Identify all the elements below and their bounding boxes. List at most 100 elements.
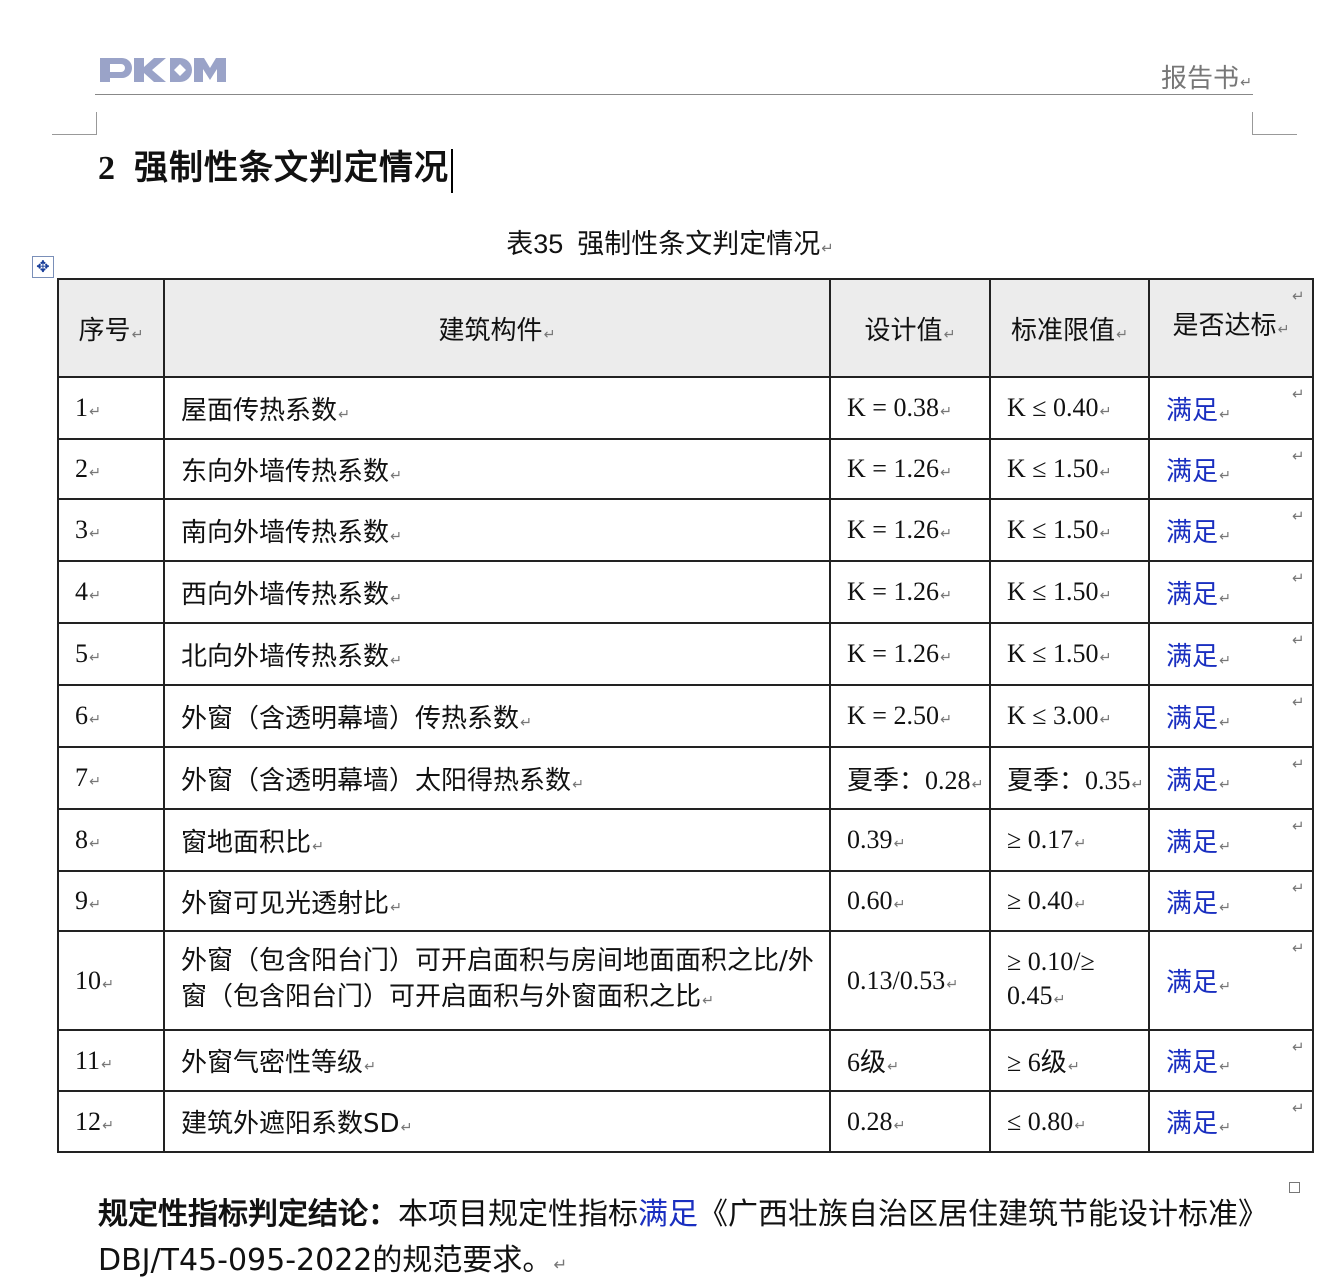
cell-design-value: 0.28 bbox=[829, 1090, 991, 1153]
table-row: 10外窗（包含阳台门）可开启面积与房间地面面积之比/外窗（包含阳台门）可开启面积… bbox=[57, 930, 1314, 1031]
cell-compliance: 满足 bbox=[1148, 376, 1314, 440]
conclusion-label: 规定性指标判定结论： bbox=[98, 1197, 398, 1232]
cell-design-value: 0.39 bbox=[829, 808, 991, 872]
cell-design-value: K = 0.38 bbox=[829, 376, 991, 440]
cell-limit: ≥ 0.17 bbox=[989, 808, 1150, 872]
cell-compliance: 满足 bbox=[1148, 1090, 1314, 1153]
end-of-row-mark: ↵ bbox=[1292, 1038, 1305, 1056]
cell-index: 9 bbox=[57, 870, 165, 932]
cell-limit: ≥ 0.10/≥ 0.45 bbox=[989, 930, 1150, 1031]
cell-index: 1 bbox=[57, 376, 165, 440]
cell-compliance: 满足 bbox=[1148, 930, 1314, 1031]
pkpm-logo bbox=[100, 58, 226, 82]
cell-component: 北向外墙传热系数 bbox=[163, 622, 831, 686]
col-header-limit: 标准限值 bbox=[989, 278, 1150, 378]
end-of-row-mark: ↵ bbox=[1292, 447, 1305, 465]
cell-component: 西向外墙传热系数 bbox=[163, 560, 831, 624]
cell-index: 8 bbox=[57, 808, 165, 872]
cell-compliance: 满足 bbox=[1148, 560, 1314, 624]
table-caption: 表35 强制性条文判定情况 bbox=[0, 222, 1340, 261]
cell-limit: K ≤ 3.00 bbox=[989, 684, 1150, 748]
cell-design-value: K = 1.26 bbox=[829, 498, 991, 562]
cell-component: 建筑外遮阳系数SD bbox=[163, 1090, 831, 1153]
table-row: 2东向外墙传热系数K = 1.26K ≤ 1.50满足 bbox=[57, 438, 1314, 500]
end-of-row-mark: ↵ bbox=[1292, 287, 1305, 305]
cell-component: 外窗（含透明幕墙）太阳得热系数 bbox=[163, 746, 831, 810]
cell-component: 屋面传热系数 bbox=[163, 376, 831, 440]
cell-limit: K ≤ 0.40 bbox=[989, 376, 1150, 440]
cell-component: 外窗气密性等级 bbox=[163, 1029, 831, 1092]
table-row: 3南向外墙传热系数K = 1.26K ≤ 1.50满足 bbox=[57, 498, 1314, 562]
cell-compliance: 满足 bbox=[1148, 498, 1314, 562]
table-resize-handle[interactable] bbox=[1289, 1182, 1300, 1193]
cell-index: 7 bbox=[57, 746, 165, 810]
cell-index: 4 bbox=[57, 560, 165, 624]
cell-component: 东向外墙传热系数 bbox=[163, 438, 831, 500]
cell-design-value: K = 1.26 bbox=[829, 438, 991, 500]
section-title: 强制性条文判定情况 bbox=[134, 150, 449, 187]
cell-index: 3 bbox=[57, 498, 165, 562]
cell-component: 外窗（包含阳台门）可开启面积与房间地面面积之比/外窗（包含阳台门）可开启面积与外… bbox=[163, 930, 831, 1031]
caption-number: 表35 bbox=[506, 229, 564, 259]
caption-title: 强制性条文判定情况 bbox=[577, 229, 833, 260]
cell-design-value: 夏季：0.28 bbox=[829, 746, 991, 810]
cell-design-value: 6级 bbox=[829, 1029, 991, 1092]
table-move-handle-icon[interactable]: ✥ bbox=[32, 256, 54, 278]
cell-compliance: 满足 bbox=[1148, 870, 1314, 932]
col-header-design-value: 设计值 bbox=[829, 278, 991, 378]
end-of-row-mark: ↵ bbox=[1292, 939, 1305, 957]
cell-compliance: 满足 bbox=[1148, 438, 1314, 500]
table-row: 4西向外墙传热系数K = 1.26K ≤ 1.50满足 bbox=[57, 560, 1314, 624]
cell-limit: 夏季：0.35 bbox=[989, 746, 1150, 810]
table-row: 8窗地面积比0.39≥ 0.17满足 bbox=[57, 808, 1314, 872]
cell-limit: ≤ 0.80 bbox=[989, 1090, 1150, 1153]
cell-compliance: 满足 bbox=[1148, 1029, 1314, 1092]
table-row: 5北向外墙传热系数K = 1.26K ≤ 1.50满足 bbox=[57, 622, 1314, 686]
cell-design-value: K = 2.50 bbox=[829, 684, 991, 748]
end-of-row-mark: ↵ bbox=[1292, 879, 1305, 897]
section-heading[interactable]: 2 强制性条文判定情况 bbox=[98, 140, 453, 194]
section-number: 2 bbox=[98, 150, 116, 187]
cell-limit: K ≤ 1.50 bbox=[989, 438, 1150, 500]
cell-compliance: 满足 bbox=[1148, 622, 1314, 686]
cell-design-value: 0.60 bbox=[829, 870, 991, 932]
cell-limit: K ≤ 1.50 bbox=[989, 560, 1150, 624]
cell-design-value: K = 1.26 bbox=[829, 622, 991, 686]
cell-component: 窗地面积比 bbox=[163, 808, 831, 872]
conclusion-highlight: 满足 bbox=[638, 1197, 698, 1232]
cell-limit: K ≤ 1.50 bbox=[989, 622, 1150, 686]
table-row: 9外窗可见光透射比0.60≥ 0.40满足 bbox=[57, 870, 1314, 932]
end-of-row-mark: ↵ bbox=[1292, 693, 1305, 711]
table-row: 7外窗（含透明幕墙）太阳得热系数夏季：0.28夏季：0.35满足 bbox=[57, 746, 1314, 810]
text-cursor bbox=[451, 149, 453, 194]
cell-compliance: 满足 bbox=[1148, 746, 1314, 810]
cell-compliance: 满足 bbox=[1148, 808, 1314, 872]
table-row: 1屋面传热系数K = 0.38K ≤ 0.40满足 bbox=[57, 376, 1314, 440]
cell-limit: ≥ 0.40 bbox=[989, 870, 1150, 932]
header-divider bbox=[95, 94, 1253, 95]
cell-component: 外窗可见光透射比 bbox=[163, 870, 831, 932]
end-of-row-mark: ↵ bbox=[1292, 1099, 1305, 1117]
crop-mark-right bbox=[1252, 112, 1297, 135]
cell-component: 外窗（含透明幕墙）传热系数 bbox=[163, 684, 831, 748]
cell-index: 6 bbox=[57, 684, 165, 748]
cell-index: 5 bbox=[57, 622, 165, 686]
cell-compliance: 满足 bbox=[1148, 684, 1314, 748]
conclusion-text-1: 本项目规定性指标 bbox=[398, 1197, 638, 1232]
table-row: 11外窗气密性等级6级≥ 6级满足 bbox=[57, 1029, 1314, 1092]
cell-index: 11 bbox=[57, 1029, 165, 1092]
cell-design-value: K = 1.26 bbox=[829, 560, 991, 624]
col-header-compliance: 是否达标 bbox=[1148, 278, 1314, 378]
table-header-row: 序号 建筑构件 设计值 标准限值 是否达标 bbox=[57, 278, 1314, 378]
cell-limit: K ≤ 1.50 bbox=[989, 498, 1150, 562]
cell-index: 12 bbox=[57, 1090, 165, 1153]
compliance-table: 序号 建筑构件 设计值 标准限值 是否达标 1屋面传热系数K = 0.38K ≤… bbox=[57, 278, 1314, 1153]
table-row: 6外窗（含透明幕墙）传热系数K = 2.50K ≤ 3.00满足 bbox=[57, 684, 1314, 748]
cell-index: 2 bbox=[57, 438, 165, 500]
end-of-row-mark: ↵ bbox=[1292, 385, 1305, 403]
end-of-row-mark: ↵ bbox=[1292, 507, 1305, 525]
cell-design-value: 0.13/0.53 bbox=[829, 930, 991, 1031]
table-row: 12建筑外遮阳系数SD0.28≤ 0.80满足 bbox=[57, 1090, 1314, 1153]
crop-mark-left bbox=[52, 112, 97, 135]
end-of-row-mark: ↵ bbox=[1292, 817, 1305, 835]
